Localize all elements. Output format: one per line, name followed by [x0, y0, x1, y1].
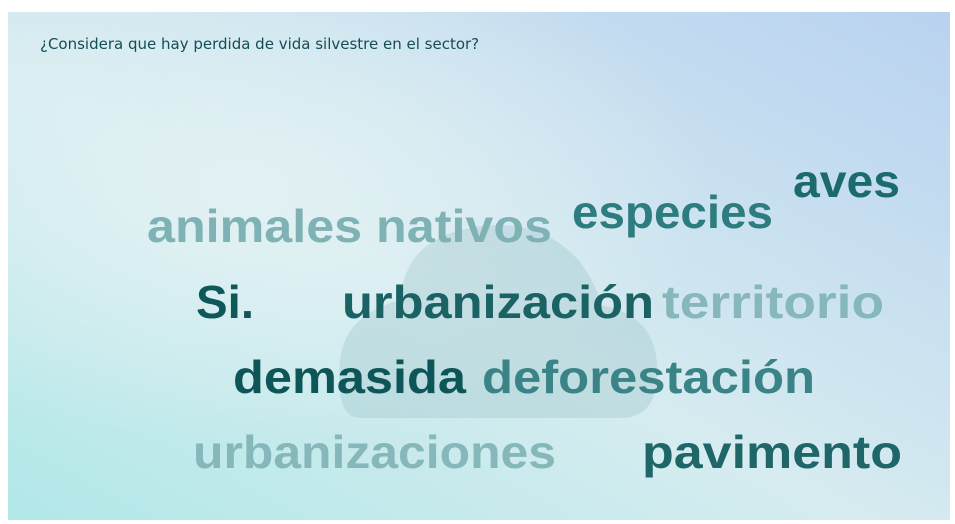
- word: demasida: [233, 351, 466, 403]
- word: Si.: [196, 276, 254, 328]
- word-cloud: animales nativos especies aves Si. urbanizac…: [147, 155, 902, 478]
- word: deforestación: [482, 351, 815, 403]
- word: aves: [793, 155, 900, 207]
- cloud-shape: [339, 225, 658, 418]
- word: animales nativos: [147, 200, 552, 252]
- card-glow: [8, 12, 950, 520]
- word: territorio: [662, 276, 884, 328]
- word: urbanización: [342, 276, 654, 328]
- word: pavimento: [642, 426, 902, 478]
- question: ¿Considera que hay perdida de vida silve…: [40, 35, 479, 53]
- word: especies: [572, 186, 773, 238]
- word: urbanizaciones: [193, 426, 556, 478]
